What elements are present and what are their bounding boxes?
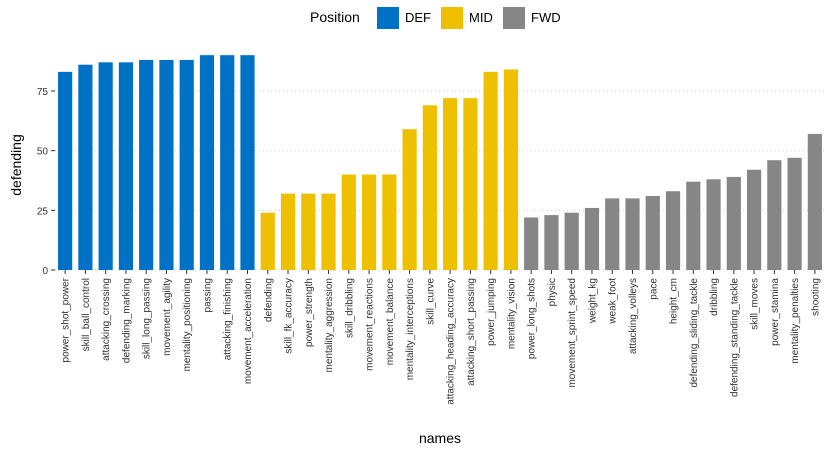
x-tick-label: attacking_finishing: [223, 278, 234, 360]
x-axis: power_shot_power skill_ball_control attack…: [61, 270, 821, 405]
x-tick-label: mentality_vision: [506, 278, 517, 349]
bar: [665, 191, 681, 270]
y-tick-label: 75: [37, 87, 49, 98]
bar: [78, 64, 93, 270]
x-tick-label: passing: [202, 278, 213, 312]
x-tick-label: defending_standing_tackle: [729, 278, 740, 397]
bar: [544, 215, 559, 270]
x-tick-label: shooting: [810, 278, 821, 316]
x-tick-label: attacking_short_passing: [466, 278, 477, 386]
x-tick-label: defending_marking: [121, 278, 132, 363]
bar: [199, 55, 215, 271]
bar: [787, 157, 802, 270]
y-tick-label: 0: [42, 266, 48, 277]
bar: [220, 55, 235, 271]
x-tick-label: skill_dribbling: [344, 278, 355, 338]
x-tick-label: pace: [648, 278, 659, 300]
bar: [402, 129, 417, 270]
bar: [179, 59, 194, 270]
bar: [726, 176, 741, 270]
bar: [382, 174, 397, 270]
x-tick-label: movement_sprint_speed: [567, 278, 578, 388]
bar: [139, 59, 154, 270]
x-tick-label: mentality_penalties: [790, 278, 801, 364]
bar: [98, 62, 113, 270]
x-tick-label: physic: [547, 278, 558, 306]
x-tick-label: attacking_heading_accuracy: [446, 278, 457, 405]
x-tick-label: movement_agility: [162, 278, 173, 356]
bar: [301, 193, 316, 270]
x-tick-label: power_shot_power: [61, 277, 72, 362]
y-tick-label: 25: [37, 206, 49, 217]
x-tick-label: movement_balance: [385, 278, 396, 366]
x-tick-label: height_cm: [669, 278, 680, 324]
x-tick-label: mentality_positioning: [182, 278, 193, 371]
bar: [807, 133, 822, 270]
bar: [260, 212, 275, 270]
bar: [524, 217, 539, 270]
bar: [564, 212, 579, 270]
x-tick-label: power_long_shots: [527, 278, 538, 359]
x-tick-label: power_jumping: [486, 278, 497, 346]
x-tick-label: weight_kg: [587, 278, 598, 324]
bar: [463, 98, 478, 271]
bars: [58, 55, 822, 271]
x-tick-label: weak_foot: [608, 278, 619, 325]
x-tick-label: skill_ball_control: [81, 278, 92, 351]
bar: [240, 55, 255, 271]
x-tick-label: movement_acceleration: [243, 278, 254, 384]
legend-swatch-fwd: [503, 7, 525, 29]
x-tick-label: defending_sliding_tackle: [689, 278, 700, 388]
y-tick-label: 50: [37, 147, 49, 158]
x-tick-label: skill_long_passing: [142, 278, 153, 359]
bar: [767, 160, 782, 270]
x-tick-label: attacking_crossing: [101, 278, 112, 361]
bar: [746, 169, 762, 270]
x-tick-label: mentality_interceptions: [405, 278, 416, 380]
legend-label-mid: MID: [469, 10, 493, 25]
x-tick-label: power_stamina: [770, 278, 781, 346]
x-tick-label: skill_fk_accuracy: [284, 278, 295, 354]
bar: [584, 207, 600, 270]
x-tick-label: power_strength: [304, 278, 315, 347]
x-tick-label: attacking_volleys: [628, 278, 639, 354]
bar: [483, 71, 498, 270]
x-tick-label: dribbling: [709, 278, 720, 316]
bar: [706, 179, 721, 270]
bar: [280, 193, 296, 270]
bar: [443, 98, 458, 271]
legend-swatch-mid: [441, 7, 463, 29]
legend: Position DEF MID FWD: [310, 7, 561, 29]
x-axis-title: names: [419, 430, 461, 446]
bar: [159, 59, 174, 270]
legend-label-fwd: FWD: [531, 10, 561, 25]
bar: [321, 193, 336, 270]
x-tick-label: skill_curve: [425, 278, 436, 325]
bar: [645, 196, 660, 270]
bar: [422, 105, 437, 271]
y-axis-title: defending: [8, 134, 24, 196]
bar: [118, 62, 134, 270]
bar: [625, 198, 640, 270]
y-axis: 0 25 50 75: [37, 87, 55, 277]
bar: [686, 181, 701, 270]
bar: [58, 71, 73, 270]
x-tick-label: mentality_aggression: [324, 278, 335, 373]
bar: [605, 198, 620, 270]
x-tick-label: movement_reactions: [365, 278, 376, 371]
legend-title: Position: [310, 9, 360, 25]
bar: [503, 69, 519, 270]
legend-label-def: DEF: [405, 10, 431, 25]
x-tick-label: skill_moves: [750, 278, 761, 330]
legend-swatch-def: [377, 7, 399, 29]
x-tick-label: defending: [263, 278, 274, 322]
bar: [361, 174, 377, 270]
bar: [341, 174, 356, 270]
